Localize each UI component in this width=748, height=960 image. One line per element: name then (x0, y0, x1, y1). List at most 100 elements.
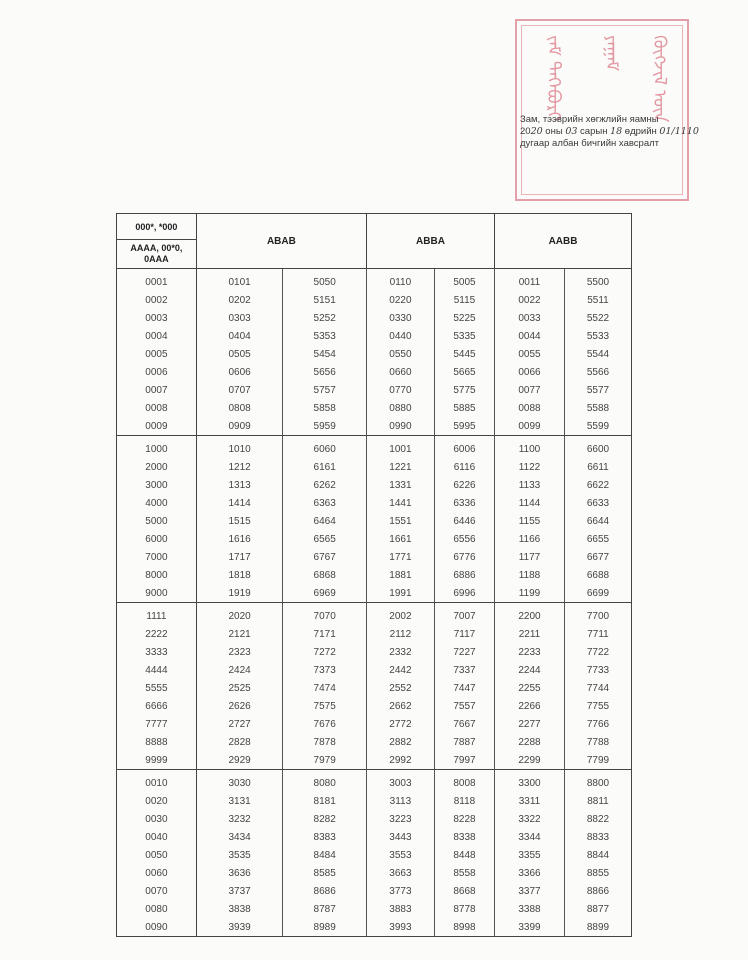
pattern-cell: 1331 (389, 479, 412, 491)
row-key-cell: 8000 (116, 566, 197, 584)
pattern-cell: 1717 (228, 551, 251, 563)
table-row: 0030 3232 8282 3223 8228 3322 8822 (116, 810, 633, 828)
handwritten-year: 20 (530, 126, 543, 137)
header-col0-top: 000*, *000 (116, 213, 197, 240)
text: оны (542, 126, 566, 137)
pattern-cell: 3311 (518, 795, 541, 807)
pattern-cell: 3344 (518, 831, 541, 843)
pattern-cell: 7272 (282, 643, 367, 661)
pattern-cell: 3993 (366, 918, 435, 937)
pattern-cell: 8338 (433, 828, 496, 846)
pattern-cell: 3737 (228, 885, 251, 897)
pattern-cell: 2929 (196, 751, 283, 770)
official-stamp: ᠵᠠᠮ ᠲᠡᠭᠡᠪᠦᠷᠢ ᠶᠠᠭᠠᠮ ᠬᠥᠭᠵᠢᠯ ᠦᠨ Зам, тээври… (515, 19, 699, 201)
pattern-cell: 5454 (282, 345, 367, 363)
row-key-cell: 2222 (116, 625, 197, 643)
pattern-cell: 5005 (433, 268, 496, 291)
row-key-cell: 0007 (116, 381, 197, 399)
pattern-cell: 5050 (282, 268, 367, 291)
table-body: 0001 0101 5050 0110 5005 0011 5500 0002 0202 5151… (116, 268, 633, 937)
pattern-cell: 7373 (282, 661, 367, 679)
pattern-cell: 5533 (563, 327, 633, 345)
row-key-cell: 7777 (116, 715, 197, 733)
pattern-cell: 1177 (518, 551, 541, 563)
pattern-cell: 3663 (389, 867, 412, 879)
pattern-cell: 2288 (518, 736, 541, 748)
pattern-cell: 8855 (563, 864, 633, 882)
pattern-cell: 8822 (563, 810, 633, 828)
pattern-cell: 1188 (518, 569, 541, 581)
pattern-cell: 1212 (228, 461, 251, 473)
table-row: 0050 3535 8484 3553 8448 3355 8844 (116, 846, 633, 864)
pattern-cell: 5252 (282, 309, 367, 327)
pattern-cell: 7676 (282, 715, 367, 733)
table-row: 0004 0404 5353 0440 5335 0044 5533 (116, 327, 633, 345)
pattern-cell: 0330 (389, 312, 412, 324)
mongolian-script-column: ᠶᠠᠭᠠᠮ (602, 35, 622, 72)
pattern-cell: 1919 (196, 584, 283, 603)
pattern-cell: 8080 (282, 769, 367, 792)
pattern-cell: 3939 (196, 918, 283, 937)
pattern-cell: 5577 (563, 381, 633, 399)
pattern-cell: 0099 (494, 417, 565, 436)
table-row: 6666 2626 7575 2662 7557 2266 7755 (116, 697, 633, 715)
pattern-cell: 8383 (282, 828, 367, 846)
pattern-cell: 7700 (563, 602, 633, 625)
row-key-cell: 9000 (116, 584, 197, 603)
pattern-cell: 1100 (518, 443, 541, 455)
table-row: 0070 3737 8686 3773 8668 3377 8866 (116, 882, 633, 900)
table-row: 5555 2525 7474 2552 7447 2255 7744 (116, 679, 633, 697)
pattern-cell: 5885 (433, 399, 496, 417)
pattern-cell: 1313 (228, 479, 251, 491)
pattern-cell: 2882 (389, 736, 412, 748)
pattern-cell: 2552 (389, 682, 412, 694)
stamp-line-1: Зам, тээврийн хөгжлийн яамны (520, 114, 659, 125)
row-key-cell: 0080 (116, 900, 197, 918)
pattern-cell: 6600 (563, 435, 633, 458)
row-key-cell: 0003 (116, 309, 197, 327)
pattern-cell: 3131 (228, 795, 251, 807)
table-row: 9999 2929 7979 2992 7997 2299 7799 (116, 751, 633, 770)
row-key-cell: 0008 (116, 399, 197, 417)
table-row: 4444 2424 7373 2442 7337 2244 7733 (116, 661, 633, 679)
pattern-cell: 6464 (282, 512, 367, 530)
table-row: 0002 0202 5151 0220 5115 0022 5511 (116, 291, 633, 309)
pattern-cell: 5151 (282, 291, 367, 309)
row-key-cell: 3333 (116, 643, 197, 661)
row-key-cell: 0040 (116, 828, 197, 846)
pattern-cell: 2002 (389, 610, 412, 622)
pattern-cell: 6996 (433, 584, 496, 603)
table-row: 2222 2121 7171 2112 7117 2211 7711 (116, 625, 633, 643)
pattern-cell: 8778 (433, 900, 496, 918)
pattern-cell: 5599 (563, 417, 633, 436)
pattern-cell: 7979 (282, 751, 367, 770)
pattern-cell: 3113 (389, 795, 412, 807)
pattern-cell: 5335 (433, 327, 496, 345)
table-row: 8000 1818 6868 1881 6886 1188 6688 (116, 566, 633, 584)
pattern-cell: 8899 (563, 918, 633, 937)
pattern-cell: 2332 (389, 646, 412, 658)
pattern-cell: 0088 (518, 402, 541, 414)
pattern-cell: 0707 (228, 384, 251, 396)
pattern-cell: 6868 (282, 566, 367, 584)
stamp-line-2: 2020 оны 03 сарын 18 өдрийн 01/1110 (520, 126, 699, 138)
pattern-cell: 5665 (433, 363, 496, 381)
pattern-cell: 8448 (433, 846, 496, 864)
table-row: 0090 3939 8989 3993 8998 3399 8899 (116, 918, 633, 937)
pattern-cell: 6622 (563, 476, 633, 494)
pattern-cell: 8668 (433, 882, 496, 900)
pattern-cell: 2626 (228, 700, 251, 712)
row-key-cell: 7000 (116, 548, 197, 566)
pattern-cell: 3434 (228, 831, 251, 843)
pattern-cell: 2992 (366, 751, 435, 770)
pattern-cell: 0880 (389, 402, 412, 414)
row-key-cell: 1111 (116, 602, 197, 625)
pattern-cell: 0101 (228, 276, 251, 288)
row-key-cell: 1000 (116, 435, 197, 458)
pattern-cell: 2277 (518, 718, 541, 730)
table-row: 5000 1515 6464 1551 6446 1155 6644 (116, 512, 633, 530)
pattern-cell: 5225 (433, 309, 496, 327)
row-key-cell: 0001 (116, 268, 197, 291)
table-row: 0060 3636 8585 3663 8558 3366 8855 (116, 864, 633, 882)
header-aabb: AABB (494, 213, 632, 269)
